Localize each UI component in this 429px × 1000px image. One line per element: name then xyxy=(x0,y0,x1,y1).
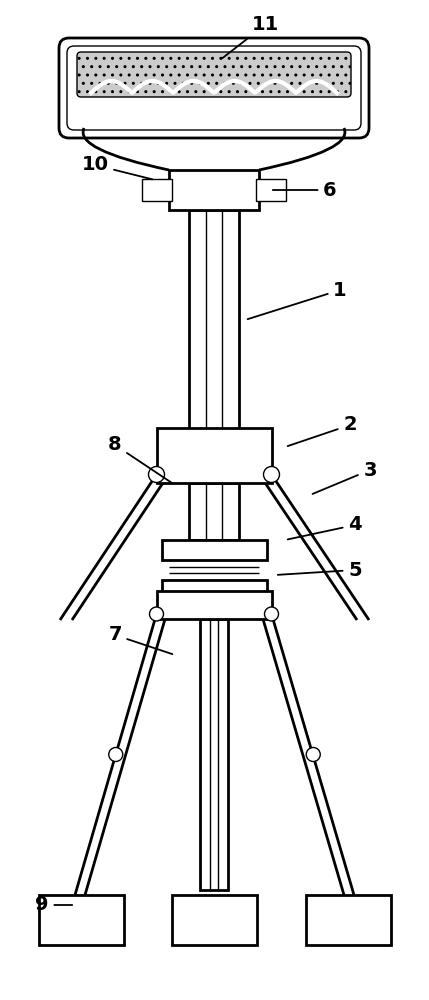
Text: 7: 7 xyxy=(108,626,172,654)
Bar xyxy=(189,483,239,540)
Bar xyxy=(157,591,272,619)
Circle shape xyxy=(265,607,278,621)
Bar xyxy=(256,179,286,201)
Text: 9: 9 xyxy=(35,896,72,914)
Bar xyxy=(157,428,272,483)
Text: 10: 10 xyxy=(82,155,152,179)
Bar xyxy=(161,540,266,560)
FancyBboxPatch shape xyxy=(59,38,369,138)
Circle shape xyxy=(149,607,163,621)
Text: 1: 1 xyxy=(248,280,347,319)
Bar xyxy=(39,895,124,945)
Circle shape xyxy=(109,748,123,762)
Text: 5: 5 xyxy=(278,560,362,580)
Circle shape xyxy=(148,466,164,483)
Bar xyxy=(142,179,172,201)
Text: 8: 8 xyxy=(108,436,173,483)
Text: 11: 11 xyxy=(222,15,278,58)
Circle shape xyxy=(306,748,320,762)
Circle shape xyxy=(263,466,280,483)
Text: 2: 2 xyxy=(287,416,357,446)
Text: 3: 3 xyxy=(313,460,377,494)
Bar xyxy=(305,895,390,945)
FancyBboxPatch shape xyxy=(77,52,351,97)
Bar xyxy=(189,210,239,430)
Bar xyxy=(161,580,266,600)
Bar xyxy=(200,619,228,890)
Text: 4: 4 xyxy=(288,516,362,539)
Bar xyxy=(172,895,257,945)
Bar xyxy=(169,170,259,210)
Text: 6: 6 xyxy=(273,180,337,200)
